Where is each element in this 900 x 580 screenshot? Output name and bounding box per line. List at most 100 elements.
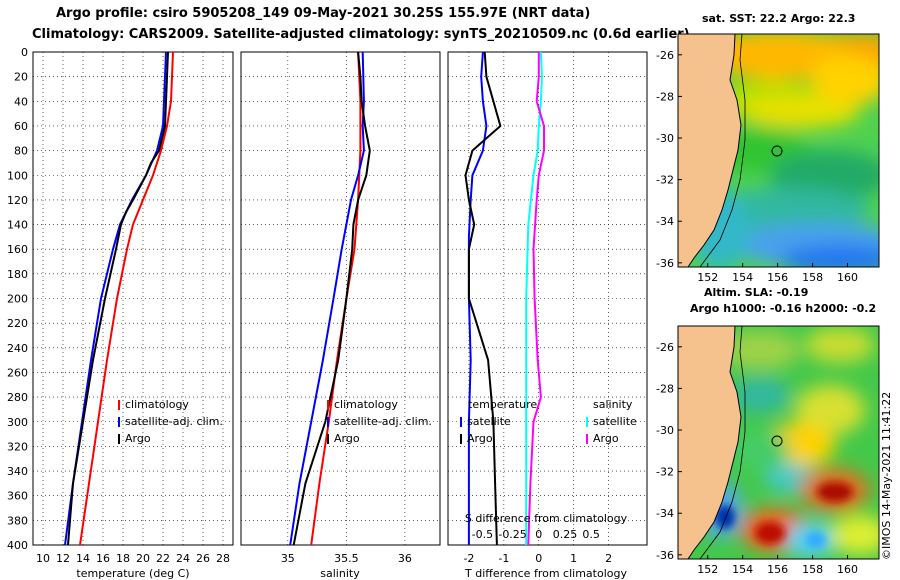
legend-label-s-argo: Argo bbox=[593, 432, 619, 445]
diff-temperature-argo-line bbox=[464, 51, 502, 546]
depth-tick-label: 380 bbox=[7, 514, 28, 527]
map-lat-tick-label: -34 bbox=[656, 215, 674, 228]
map-lat-tick-label: -32 bbox=[656, 466, 674, 479]
map-lon-tick-label: 152 bbox=[697, 271, 718, 284]
depth-tick-label: 140 bbox=[7, 219, 28, 232]
difference-tick-label: 1 bbox=[570, 552, 577, 565]
depth-tick-label: 20 bbox=[14, 71, 28, 84]
map-lat-tick-label: -28 bbox=[656, 382, 674, 395]
legend-label-climatology-sal: climatology bbox=[334, 398, 398, 411]
difference-panel-frame bbox=[447, 51, 648, 546]
figure-title-line2: Climatology: CARS2009. Satellite-adjuste… bbox=[32, 27, 690, 42]
map-lat-tick-label: -26 bbox=[656, 341, 674, 354]
depth-tick-label: 240 bbox=[7, 342, 28, 355]
salinity-argo-line bbox=[292, 51, 371, 546]
map-lat-tick-label: -32 bbox=[656, 174, 674, 187]
salinity-tick-label: 35.5 bbox=[334, 552, 359, 565]
s-difference-tick-label: -0.25 bbox=[498, 528, 526, 541]
temperature-tick-label: 10 bbox=[36, 552, 50, 565]
map-lat-tick-label: -34 bbox=[656, 507, 674, 520]
s-difference-tick-label: 0.5 bbox=[582, 528, 600, 541]
s-difference-xlabel: S difference from climatology bbox=[465, 512, 628, 525]
difference-xlabel: T difference from climatology bbox=[464, 567, 627, 580]
depth-tick-label: 200 bbox=[7, 293, 28, 306]
temperature-climatology-line bbox=[79, 51, 174, 546]
map-lon-tick-label: 156 bbox=[767, 271, 788, 284]
legend-label-climatology: climatology bbox=[125, 398, 189, 411]
map-lon-tick-label: 160 bbox=[837, 271, 858, 284]
map-lat-tick-label: -28 bbox=[656, 90, 674, 103]
depth-tick-label: 120 bbox=[7, 194, 28, 207]
sla-argo-marker bbox=[771, 435, 783, 447]
depth-tick-label: 260 bbox=[7, 366, 28, 379]
map-lon-tick-label: 154 bbox=[732, 563, 753, 576]
depth-tick-label: 320 bbox=[7, 440, 28, 453]
legend-label-t-satellite: satellite bbox=[467, 415, 511, 428]
temperature-tick-label: 14 bbox=[76, 552, 90, 565]
sla-map bbox=[678, 326, 879, 559]
diff-salinity-satellite-line bbox=[525, 51, 543, 545]
sst-map-title: sat. SST: 22.2 Argo: 22.3 bbox=[702, 12, 856, 25]
depth-tick-label: 360 bbox=[7, 490, 28, 503]
diff-salinity-argo-line bbox=[527, 52, 545, 546]
map-lon-tick-label: 152 bbox=[697, 563, 718, 576]
temperature-tick-label: 24 bbox=[176, 552, 190, 565]
salinity-climatology-line bbox=[310, 51, 362, 546]
map-lon-tick-label: 154 bbox=[732, 271, 753, 284]
temperature-xlabel: temperature (deg C) bbox=[76, 567, 189, 580]
map-lat-tick-label: -26 bbox=[656, 49, 674, 62]
map-lat-tick-label: -36 bbox=[656, 549, 674, 562]
depth-tick-label: 40 bbox=[14, 95, 28, 108]
depth-tick-label: 280 bbox=[7, 391, 28, 404]
imos-timestamp: ©IMOS 14-May-2021 11:41:22 bbox=[880, 391, 893, 560]
map-lat-tick-label: -36 bbox=[656, 257, 674, 270]
map-lat-tick-label: -30 bbox=[656, 424, 674, 437]
temperature-tick-label: 20 bbox=[136, 552, 150, 565]
depth-tick-label: 80 bbox=[14, 145, 28, 158]
legend-label-argo-sal: Argo bbox=[334, 432, 360, 445]
temperature-tick-label: 16 bbox=[96, 552, 110, 565]
depth-tick-label: 100 bbox=[7, 169, 28, 182]
depth-tick-label: 180 bbox=[7, 268, 28, 281]
s-difference-tick-label: 0 bbox=[535, 528, 542, 541]
difference-tick-label: 0 bbox=[535, 552, 542, 565]
map-lon-tick-label: 158 bbox=[802, 271, 823, 284]
salinity-satellite-line bbox=[289, 51, 365, 546]
sst-map bbox=[678, 34, 879, 267]
depth-tick-label: 400 bbox=[7, 539, 28, 552]
map-lon-tick-label: 158 bbox=[802, 563, 823, 576]
diff-temperature-satellite-line bbox=[467, 51, 488, 545]
depth-tick-label: 340 bbox=[7, 465, 28, 478]
temperature-tick-label: 26 bbox=[196, 552, 210, 565]
difference-tick-label: -2 bbox=[463, 552, 474, 565]
salinity-panel-frame bbox=[240, 51, 441, 546]
map-lat-tick-label: -30 bbox=[656, 132, 674, 145]
legend-label-satellite-sal: satellite-adj. clim. bbox=[334, 415, 432, 428]
depth-tick-label: 300 bbox=[7, 416, 28, 429]
temperature-tick-label: 28 bbox=[216, 552, 230, 565]
map-lon-tick-label: 160 bbox=[837, 563, 858, 576]
depth-tick-label: 0 bbox=[21, 46, 28, 59]
legend-title-salinity: salinity bbox=[593, 398, 633, 411]
depth-tick-label: 220 bbox=[7, 317, 28, 330]
temperature-satellite-line bbox=[64, 51, 167, 546]
legend-label-s-satellite: satellite bbox=[593, 415, 637, 428]
difference-tick-label: 2 bbox=[605, 552, 612, 565]
salinity-xlabel: salinity bbox=[320, 567, 360, 580]
temperature-tick-label: 18 bbox=[116, 552, 130, 565]
temperature-tick-label: 12 bbox=[56, 552, 70, 565]
legend-title-temperature: temperature bbox=[468, 398, 537, 411]
map-lon-tick-label: 156 bbox=[767, 563, 788, 576]
legend-label-t-argo: Argo bbox=[467, 432, 493, 445]
s-difference-tick-label: -0.5 bbox=[472, 528, 493, 541]
s-difference-tick-label: 0.25 bbox=[553, 528, 578, 541]
depth-tick-label: 160 bbox=[7, 243, 28, 256]
figure-title-line1: Argo profile: csiro 5905208_149 09-May-2… bbox=[56, 6, 591, 21]
legend-label-argo: Argo bbox=[125, 432, 151, 445]
sla-map-subtitle: Argo h1000: -0.16 h2000: -0.2 bbox=[690, 302, 877, 315]
temperature-argo-line bbox=[67, 51, 169, 546]
sla-map-title: Altim. SLA: -0.19 bbox=[704, 286, 809, 299]
depth-tick-label: 60 bbox=[14, 120, 28, 133]
temperature-tick-label: 22 bbox=[156, 552, 170, 565]
